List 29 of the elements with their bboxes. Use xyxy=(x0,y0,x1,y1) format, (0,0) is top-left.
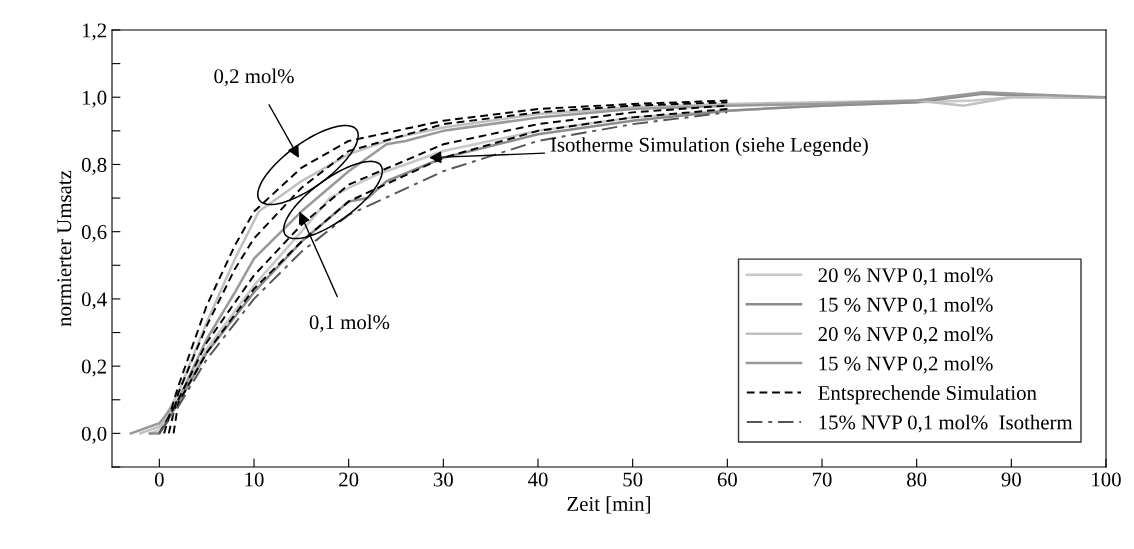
annotation: 0,2 mol% xyxy=(214,68,294,87)
x-tick-label: 20 xyxy=(339,472,359,487)
legend-label: 15 % NVP 0,1 mol% xyxy=(819,297,993,315)
legend-label: 15% NVP 0,1 mol% Isotherm xyxy=(819,414,1073,433)
y-tick-label: 0,6 xyxy=(81,225,107,243)
x-tick-label: 50 xyxy=(623,472,643,487)
x-axis-title: Zeit [min] xyxy=(567,496,650,514)
legend-label: 15 % NVP 0,2 mol% xyxy=(819,355,993,374)
x-tick-label: 80 xyxy=(907,472,927,487)
x-tick-label: 100 xyxy=(1092,472,1121,487)
x-tick-label: 40 xyxy=(527,472,548,487)
legend-label: Entsprechende Simulation xyxy=(818,385,1037,405)
x-tick-label: 0 xyxy=(154,472,164,487)
legend-label: 20 % NVP 0,2 mol% xyxy=(818,326,993,345)
y-tick-label: 0,4 xyxy=(81,292,107,310)
x-tick-label: 60 xyxy=(717,472,737,487)
annotation: Isotherme Simulation (siehe Legende) xyxy=(550,137,868,157)
y-tick-label: 0,8 xyxy=(81,157,107,175)
x-tick-label: 10 xyxy=(245,472,264,487)
x-tick-label: 90 xyxy=(1001,472,1021,487)
x-tick-label: 70 xyxy=(812,472,832,487)
y-tick-label: 0,0 xyxy=(81,426,107,444)
y-axis-title: normierter Umsatz xyxy=(57,170,72,327)
y-tick-label: 1,0 xyxy=(82,90,107,108)
x-tick-label: 30 xyxy=(433,472,453,487)
y-tick-label: 1,2 xyxy=(82,23,106,41)
legend-label: 20 % NVP 0,1 mol% xyxy=(818,267,993,286)
y-tick-label: 0,2 xyxy=(81,359,106,377)
annotation: 0,1 mol% xyxy=(309,314,390,333)
